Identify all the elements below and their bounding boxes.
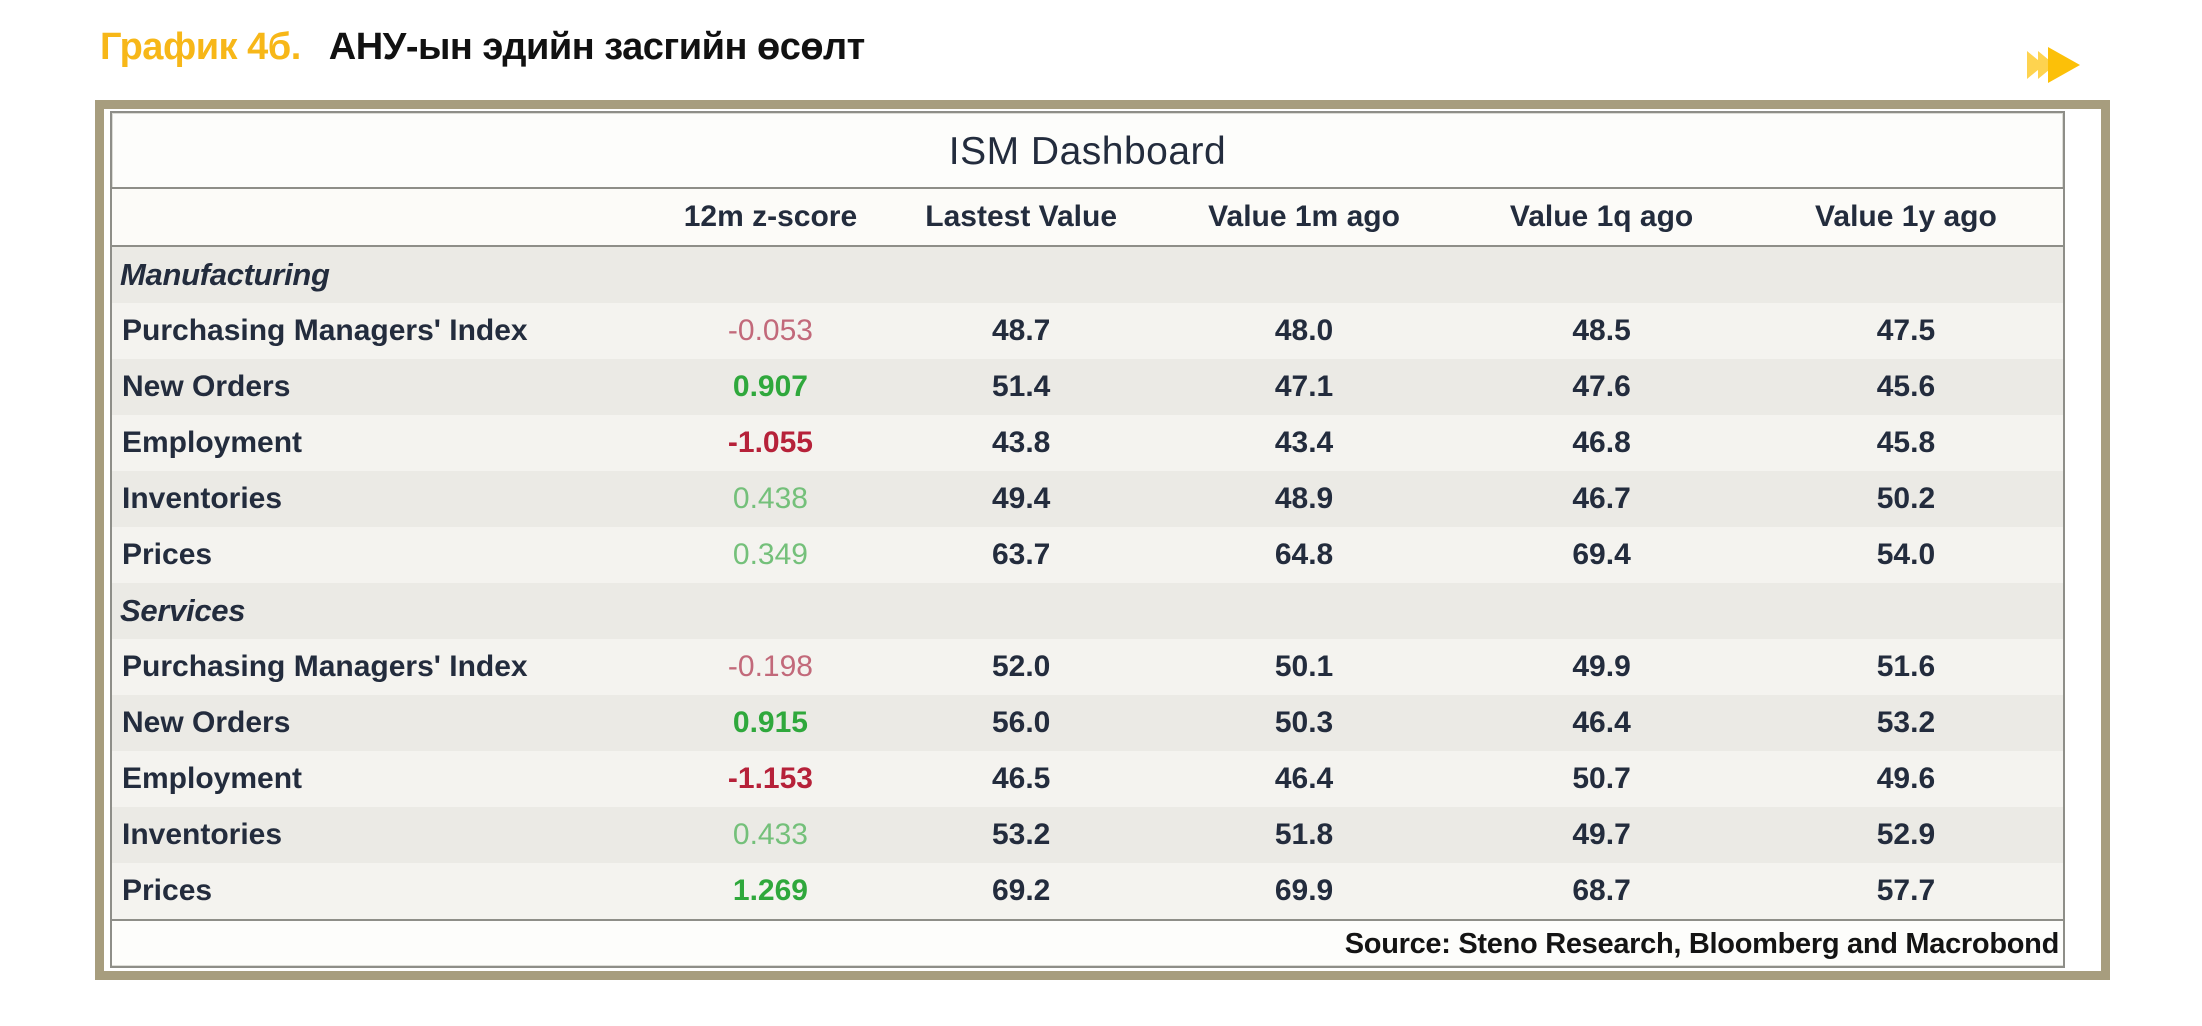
value-cell: 57.7 [1876,874,1936,907]
row-label: New Orders [122,370,291,403]
z-score-cell: 0.915 [732,706,808,739]
value-cell: 45.6 [1876,370,1936,403]
value-cell: 48.7 [991,314,1051,347]
value-cell: 69.2 [991,874,1051,907]
value-cell: 49.6 [1876,762,1936,795]
col-header-latest-value: Lastest Value [888,188,1154,247]
value-cell: 46.4 [1572,706,1631,739]
value-cell: 53.2 [991,818,1051,851]
table-row: Purchasing Managers' Index -0.053 48.7 48.0… [112,303,2063,359]
value-cell: 46.8 [1572,426,1631,459]
section-label: Services [120,593,246,628]
value-cell: 43.8 [991,426,1051,459]
row-label: Prices [122,874,213,907]
row-label: Prices [122,538,213,571]
value-cell: 52.9 [1876,818,1936,851]
value-cell: 48.5 [1572,314,1631,347]
z-score-cell: -0.198 [727,650,813,683]
fast-forward-triangle-1 [2027,51,2044,79]
value-cell: 48.0 [1274,314,1334,347]
row-label: Purchasing Managers' Index [122,314,528,347]
value-cell: 64.8 [1274,538,1334,571]
value-cell: 51.4 [991,370,1051,403]
table-row: Inventories 0.433 53.2 51.8 49.7 52.9 [112,807,2063,863]
value-cell: 69.9 [1274,874,1334,907]
table-row: New Orders 0.915 56.0 50.3 46.4 53.2 [112,695,2063,751]
z-score-cell: -1.153 [727,762,813,795]
value-cell: 50.1 [1274,650,1334,683]
value-cell: 54.0 [1876,538,1936,571]
source-attribution: Source: Steno Research, Bloomberg and Ma… [112,921,2063,965]
column-header-row: 12m z-score Lastest Value Value 1m ago V… [112,188,2063,247]
value-cell: 49.9 [1572,650,1631,683]
row-label: New Orders [122,706,291,739]
row-label: Employment [122,762,303,795]
value-cell: 45.8 [1876,426,1936,459]
value-cell: 46.7 [1572,482,1631,515]
z-score-cell: 0.438 [732,482,808,515]
z-score-cell: 0.349 [732,538,808,571]
value-cell: 51.6 [1876,650,1936,683]
col-header-empty [112,188,653,247]
dashboard-frame: ISM Dashboard 12m z-score Lastest Value … [95,100,2110,980]
value-cell: 50.3 [1274,706,1334,739]
col-header-value-1m-ago: Value 1m ago [1153,188,1455,247]
row-label: Purchasing Managers' Index [122,650,528,683]
value-cell: 52.0 [991,650,1051,683]
table-row: Purchasing Managers' Index -0.198 52.0 50.1… [112,639,2063,695]
value-cell: 68.7 [1572,874,1631,907]
dashboard-title: ISM Dashboard [948,130,1227,173]
row-label: Inventories [122,482,283,515]
value-cell: 46.4 [1274,762,1334,795]
value-cell: 56.0 [991,706,1051,739]
value-cell: 50.7 [1572,762,1631,795]
value-cell: 47.6 [1572,370,1631,403]
value-cell: 63.7 [991,538,1051,571]
value-cell: 49.4 [991,482,1051,515]
table-row: Employment -1.153 46.5 46.4 50.7 49.6 [112,751,2063,807]
table-row: Inventories 0.438 49.4 48.9 46.7 50.2 [112,471,2063,527]
value-cell: 43.4 [1274,426,1334,459]
dashboard-window: ISM Dashboard 12m z-score Lastest Value … [110,111,2065,968]
value-cell: 53.2 [1876,706,1936,739]
fast-forward-icon [2027,47,2080,83]
figure-caption-title: АНУ-ын эдийн засгийн өсөлт [328,26,866,68]
value-cell: 50.2 [1876,482,1936,515]
value-cell: 47.5 [1876,314,1936,347]
row-label: Employment [122,426,303,459]
table-row: Prices 0.349 63.7 64.8 69.4 54.0 [112,527,2063,583]
table-row: Employment -1.055 43.8 43.4 46.8 45.8 [112,415,2063,471]
row-label: Inventories [122,818,283,851]
value-cell: 47.1 [1274,370,1334,403]
section-label: Manufacturing [120,257,330,292]
z-score-cell: 1.269 [732,874,808,907]
z-score-cell: -0.053 [727,314,813,347]
value-cell: 48.9 [1274,482,1334,515]
z-score-cell: -1.055 [727,426,813,459]
value-cell: 49.7 [1572,818,1631,851]
value-cell: 69.4 [1572,538,1631,571]
ism-table: 12m z-score Lastest Value Value 1m ago V… [112,187,2063,921]
section-header-row: Services [112,583,2063,639]
value-cell: 46.5 [991,762,1051,795]
table-row: New Orders 0.907 51.4 47.1 47.6 45.6 [112,359,2063,415]
col-header-value-1q-ago: Value 1q ago [1454,188,1749,247]
value-cell: 51.8 [1274,818,1334,851]
figure-caption: График 4б. АНУ-ын эдийн засгийн өсөлт [100,26,865,69]
fast-forward-triangle-2 [2038,51,2055,79]
col-header-value-1y-ago: Value 1y ago [1748,188,2063,247]
z-score-cell: 0.433 [732,818,808,851]
table-row: Prices 1.269 69.2 69.9 68.7 57.7 [112,863,2063,920]
figure-caption-number: График 4б. [100,26,301,68]
col-header-z-score: 12m z-score [652,188,889,247]
fast-forward-triangle-3 [2048,47,2080,83]
section-header-row: Manufacturing [112,246,2063,303]
z-score-cell: 0.907 [732,370,808,403]
